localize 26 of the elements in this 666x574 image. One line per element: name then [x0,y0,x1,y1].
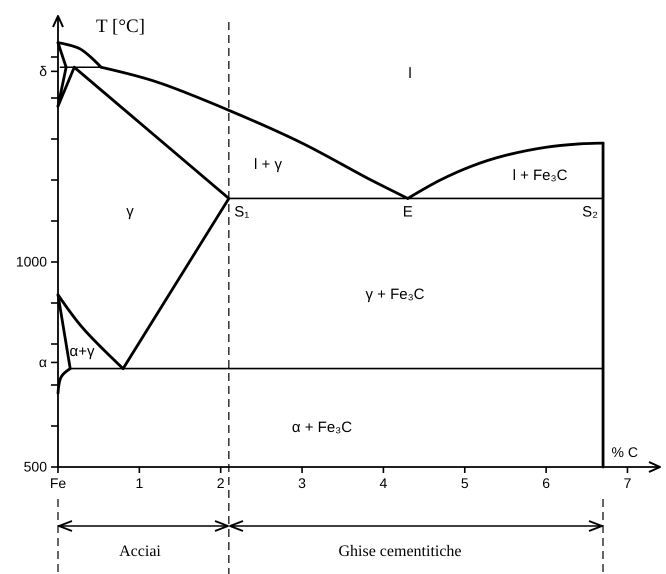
y-tick-label: 500 [24,458,48,474]
x-tick-label: 2 [216,474,225,491]
text: Ghise cementitiche [338,542,462,560]
annotation: S₂ [582,203,598,220]
x-tick-label: Fe [50,474,66,491]
x-tick-label: 4 [380,474,388,491]
annotation: l + Fe₃C [512,166,568,184]
annotation: α+γ [70,342,95,360]
y-tick-label: δ [39,62,48,79]
x-tick-label: 6 [542,474,550,491]
text: Acciai [119,542,162,560]
x-tick-label: 1 [135,474,144,491]
annotation: γ [126,202,134,220]
x-tick-label: 7 [624,474,632,491]
annotation: l [408,64,412,82]
x-axis-title: % C [612,444,638,460]
annotation: S₁ [234,203,250,220]
annotation: E [402,203,413,220]
annotation: l + γ [254,156,282,173]
y-tick-label: 1000 [16,253,48,270]
x-tick-label: 3 [298,474,306,491]
y-tick-label: α [38,354,47,370]
annotation: α + Fe₃C [292,418,352,436]
annotation: γ + Fe₃C [365,286,425,303]
x-tick-label: 5 [460,474,469,491]
y-axis-title: T [°C] [96,16,145,37]
